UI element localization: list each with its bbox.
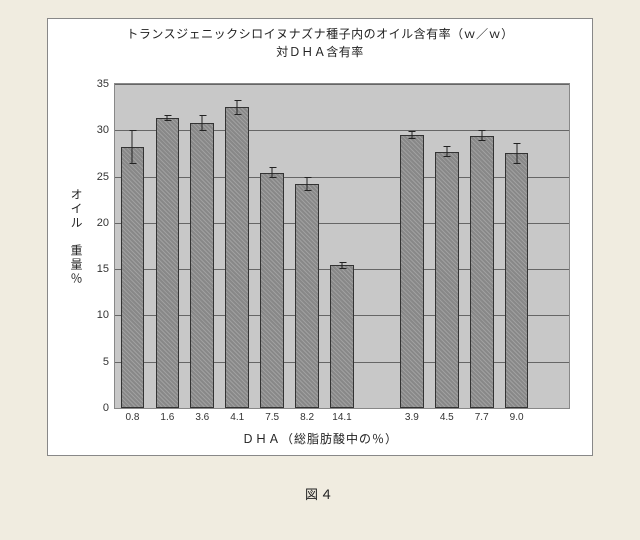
xtick-label: 4.5 bbox=[440, 412, 454, 423]
bar bbox=[260, 173, 284, 408]
error-bar bbox=[132, 130, 133, 163]
error-bar bbox=[202, 115, 203, 132]
error-bar bbox=[481, 130, 482, 141]
gridline bbox=[115, 84, 569, 85]
error-bar bbox=[446, 146, 447, 157]
xtick-label: 14.1 bbox=[332, 412, 351, 423]
ytick-label: 0 bbox=[103, 402, 109, 414]
ytick-label: 5 bbox=[103, 356, 109, 368]
xtick-label: 3.6 bbox=[195, 412, 209, 423]
error-bar bbox=[411, 131, 412, 138]
xtick-label: 7.5 bbox=[265, 412, 279, 423]
x-axis-title: ＤＨＡ（総脂肪酸中の％） bbox=[48, 430, 592, 447]
chart-title: トランスジェニックシロイヌナズナ種子内のオイル含有率（ｗ／ｗ） 対ＤＨＡ含有率 bbox=[48, 19, 592, 61]
error-bar bbox=[167, 115, 168, 121]
bar bbox=[330, 265, 354, 408]
ytick-label: 20 bbox=[97, 217, 109, 229]
bar bbox=[156, 118, 180, 408]
error-bar bbox=[516, 143, 517, 163]
bar bbox=[121, 147, 145, 408]
xtick-label: 4.1 bbox=[230, 412, 244, 423]
ytick-label: 15 bbox=[97, 263, 109, 275]
xtick-label: 8.2 bbox=[300, 412, 314, 423]
bar bbox=[400, 135, 424, 408]
ytick-label: 25 bbox=[97, 171, 109, 183]
xtick-label: 7.7 bbox=[475, 412, 489, 423]
error-bar bbox=[237, 100, 238, 115]
chart-title-line1: トランスジェニックシロイヌナズナ種子内のオイル含有率（ｗ／ｗ） bbox=[126, 27, 513, 41]
plot-area: 051015202530350.81.63.64.17.58.214.13.94… bbox=[114, 83, 570, 409]
bar bbox=[190, 123, 214, 408]
bar bbox=[225, 107, 249, 408]
bar bbox=[435, 152, 459, 408]
figure-caption: 図４ bbox=[305, 484, 335, 503]
gridline bbox=[115, 130, 569, 131]
y-axis-title: オイル 重量％ bbox=[68, 188, 85, 286]
error-bar bbox=[307, 177, 308, 192]
gridline bbox=[115, 223, 569, 224]
xtick-label: 0.8 bbox=[126, 412, 140, 423]
ytick-label: 10 bbox=[97, 309, 109, 321]
bar bbox=[470, 136, 494, 408]
bar bbox=[295, 184, 319, 408]
error-bar bbox=[342, 262, 343, 269]
xtick-label: 3.9 bbox=[405, 412, 419, 423]
bar bbox=[505, 153, 529, 408]
gridline bbox=[115, 177, 569, 178]
error-bar bbox=[272, 167, 273, 178]
ytick-label: 30 bbox=[97, 124, 109, 136]
ytick-label: 35 bbox=[97, 78, 109, 90]
chart-title-line2: 対ＤＨＡ含有率 bbox=[276, 45, 364, 59]
xtick-label: 9.0 bbox=[510, 412, 524, 423]
xtick-label: 1.6 bbox=[160, 412, 174, 423]
chart-frame: トランスジェニックシロイヌナズナ種子内のオイル含有率（ｗ／ｗ） 対ＤＨＡ含有率 … bbox=[47, 18, 593, 456]
